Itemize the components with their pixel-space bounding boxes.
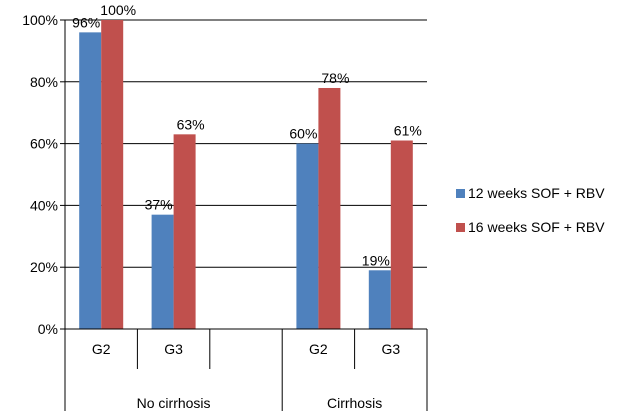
bar: [318, 87, 341, 329]
bar: [173, 134, 196, 329]
bar: [296, 143, 319, 329]
data-label: 100%: [100, 2, 136, 18]
y-tick-label: 80%: [30, 74, 58, 90]
data-labels: 96% 37% 60% 19% 100% 63% 78% 61%: [72, 2, 422, 268]
data-label: 37%: [145, 197, 173, 213]
data-label: 78%: [321, 70, 349, 86]
y-tick-label: 0%: [38, 321, 58, 337]
category-labels: G2 G3 G2 G3 No cirrhosis Cirrhosis: [92, 341, 400, 411]
legend-label: 16 weeks SOF + RBV: [468, 219, 605, 235]
y-tick-label: 100%: [22, 12, 58, 28]
category-label: G3: [381, 341, 400, 357]
category-label: G2: [309, 341, 328, 357]
bar: [151, 214, 174, 329]
group-label: No cirrhosis: [137, 395, 211, 411]
y-tick-labels: 0% 20% 40% 60% 80% 100%: [22, 12, 58, 337]
y-tick-label: 20%: [30, 259, 58, 275]
category-label: G2: [92, 341, 111, 357]
bars: [79, 20, 413, 330]
data-label: 61%: [394, 123, 422, 139]
bar: [368, 270, 391, 329]
y-tick-label: 60%: [30, 136, 58, 152]
data-label: 19%: [362, 252, 390, 268]
group-label: Cirrhosis: [327, 395, 382, 411]
legend-label: 12 weeks SOF + RBV: [468, 185, 605, 201]
legend-swatch: [456, 223, 465, 232]
bar: [390, 140, 413, 329]
category-label: G3: [164, 341, 183, 357]
legend: 12 weeks SOF + RBV 16 weeks SOF + RBV: [456, 185, 605, 235]
axes: [60, 19, 428, 411]
bar: [101, 20, 124, 329]
data-label: 60%: [289, 126, 317, 142]
data-label: 63%: [177, 116, 205, 132]
gridlines: [65, 19, 427, 268]
legend-swatch: [456, 189, 465, 198]
data-label: 96%: [72, 14, 100, 30]
y-tick-label: 40%: [30, 197, 58, 213]
bar: [79, 32, 102, 330]
